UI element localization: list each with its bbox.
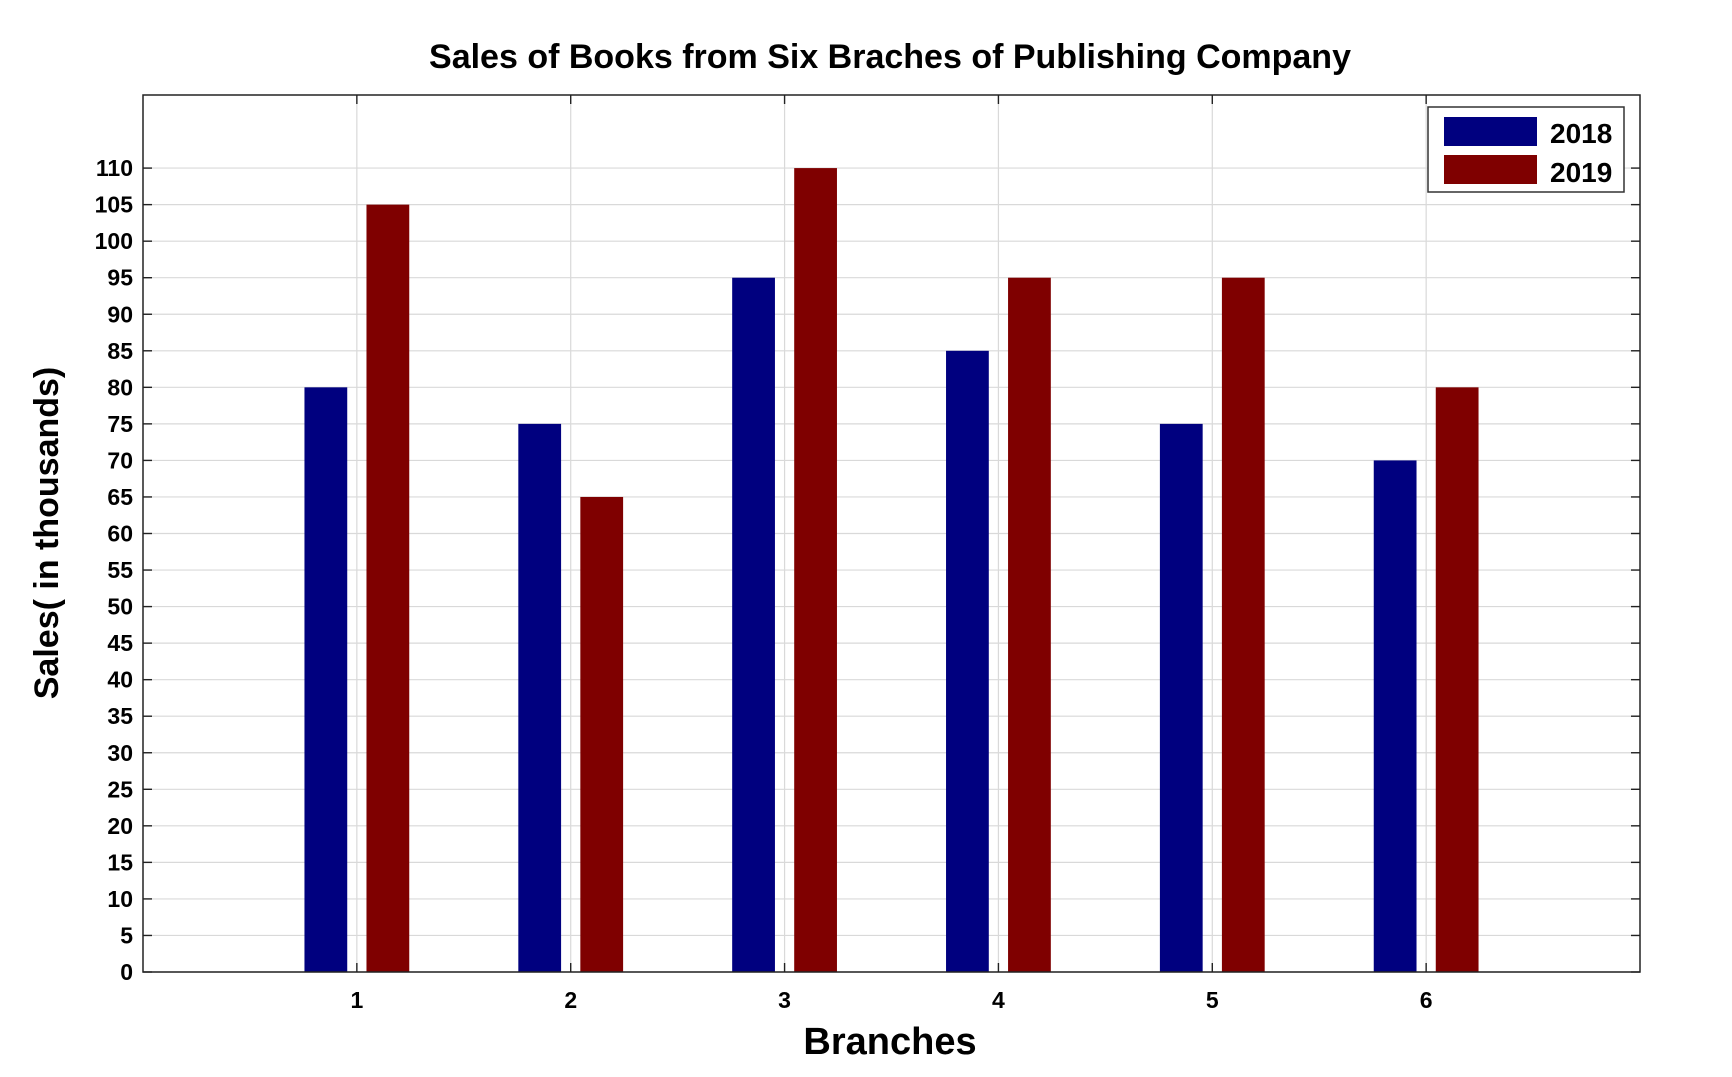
x-tick-label-5: 5 — [1206, 987, 1219, 1013]
legend-label-2018: 2018 — [1550, 118, 1612, 149]
y-tick-label-35: 35 — [107, 703, 133, 729]
y-tick-label-95: 95 — [107, 265, 133, 291]
y-tick-label-15: 15 — [107, 849, 133, 875]
y-tick-label-105: 105 — [95, 192, 134, 218]
bar-2018-branch-4 — [946, 350, 989, 973]
y-tick-label-75: 75 — [107, 411, 133, 437]
y-tick-label-0: 0 — [120, 959, 133, 985]
y-tick-label-30: 30 — [107, 740, 133, 766]
y-tick-label-80: 80 — [107, 374, 133, 400]
axis-ticks — [143, 95, 1640, 973]
x-tick-label-2: 2 — [564, 987, 577, 1013]
bar-2018-branch-2 — [518, 423, 562, 972]
chart-title: Sales of Books from Six Braches of Publi… — [429, 38, 1351, 76]
bar-2019-branch-1 — [366, 204, 410, 972]
x-tick-label-4: 4 — [992, 987, 1005, 1013]
bar-2019-branch-6 — [1435, 387, 1479, 972]
legend-swatch-2019 — [1444, 155, 1537, 184]
y-tick-label-60: 60 — [107, 521, 133, 547]
x-tick-label-3: 3 — [778, 987, 791, 1013]
x-axis-label: Branches — [803, 1021, 976, 1063]
y-tick-label-5: 5 — [120, 922, 133, 948]
bar-2018-branch-1 — [304, 387, 348, 972]
y-tick-label-40: 40 — [107, 667, 133, 693]
bar-2019-branch-2 — [580, 496, 624, 972]
bar-2018-branch-3 — [732, 277, 775, 972]
bar-2019-branch-4 — [1008, 277, 1051, 972]
y-tick-label-20: 20 — [107, 813, 133, 839]
y-tick-label-55: 55 — [107, 557, 133, 583]
y-tick-label-100: 100 — [95, 228, 133, 254]
legend-label-2019: 2019 — [1550, 157, 1612, 188]
y-tick-label-65: 65 — [107, 484, 133, 510]
y-axis-label: Sales( in thousands) — [28, 367, 66, 700]
y-tick-label-50: 50 — [107, 594, 133, 620]
y-tick-label-110: 110 — [96, 155, 133, 181]
y-tick-label-25: 25 — [107, 776, 133, 802]
y-tick-label-90: 90 — [107, 301, 133, 327]
x-tick-label-6: 6 — [1420, 987, 1433, 1013]
y-tick-label-10: 10 — [107, 886, 133, 912]
legend-swatch-2018 — [1444, 117, 1537, 146]
y-tick-label-45: 45 — [107, 630, 133, 656]
x-tick-labels: 1 2 3 4 5 6 — [350, 987, 1432, 1013]
x-tick-label-1: 1 — [350, 987, 363, 1013]
legend: 2018 2019 — [1427, 106, 1625, 193]
y-tick-label-70: 70 — [107, 447, 133, 473]
bar-2019-branch-5 — [1221, 277, 1265, 972]
y-tick-label-85: 85 — [107, 338, 133, 364]
bar-2018-branch-5 — [1159, 423, 1203, 972]
bar-2019-branch-3 — [794, 168, 837, 973]
y-tick-labels: 0 5 10 15 20 25 30 35 40 45 50 55 60 65 70 75 80 85 90 95 10… — [95, 155, 134, 985]
bar-series — [304, 168, 1479, 973]
bar-2018-branch-6 — [1373, 460, 1417, 972]
